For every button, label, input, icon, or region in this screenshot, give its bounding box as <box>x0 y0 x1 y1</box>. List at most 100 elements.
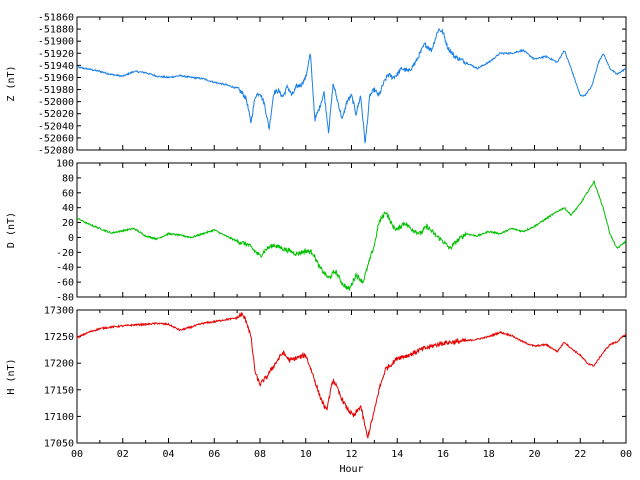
data-point <box>111 74 112 75</box>
x-tick-label: 14 <box>391 449 403 460</box>
data-point <box>408 355 409 356</box>
data-point <box>401 68 402 69</box>
data-point <box>134 324 135 325</box>
data-point <box>420 53 421 54</box>
plot-frame <box>76 162 627 298</box>
x-tick-label: 22 <box>574 449 586 460</box>
data-point <box>587 192 588 193</box>
data-point <box>250 122 251 123</box>
data-point <box>296 86 297 87</box>
y-tick-label: 40 <box>62 203 74 214</box>
data-point <box>145 324 146 325</box>
data-point <box>342 283 343 284</box>
data-point <box>367 437 368 438</box>
data-point <box>545 218 546 219</box>
x-tick-label: 04 <box>162 449 174 460</box>
data-point <box>99 328 100 329</box>
data-point <box>76 337 77 338</box>
data-series-line <box>76 180 627 291</box>
data-point <box>312 252 313 253</box>
data-point <box>360 405 361 406</box>
data-point <box>179 330 180 331</box>
data-point <box>259 384 260 385</box>
y-tick-label: 100 <box>56 159 74 170</box>
data-point <box>145 235 146 236</box>
data-point <box>191 326 192 327</box>
data-point <box>259 255 260 256</box>
data-point <box>397 74 398 75</box>
data-point <box>250 336 251 337</box>
data-point <box>625 68 626 69</box>
data-point <box>225 235 226 236</box>
data-point <box>397 229 398 230</box>
data-point <box>500 53 501 54</box>
data-point <box>465 233 466 234</box>
x-tick-label: 06 <box>208 449 220 460</box>
y-tick-label: 80 <box>62 173 74 184</box>
data-point <box>580 95 581 96</box>
y-tick-label: 17100 <box>44 412 74 423</box>
data-point <box>289 360 290 361</box>
data-point <box>134 228 135 229</box>
data-point <box>225 84 226 85</box>
data-point <box>465 340 466 341</box>
x-tick-label: 20 <box>528 449 540 460</box>
data-point <box>301 84 302 85</box>
data-point <box>319 267 320 268</box>
data-point <box>488 62 489 63</box>
data-point <box>410 228 411 229</box>
data-point <box>511 335 512 336</box>
data-point <box>269 128 270 129</box>
data-point <box>134 71 135 72</box>
data-point <box>319 107 320 108</box>
data-point <box>392 226 393 227</box>
data-point <box>591 86 592 87</box>
y-tick-label: -51980 <box>38 85 74 96</box>
data-point <box>291 95 292 96</box>
data-point <box>415 62 416 63</box>
y-tick-label: 17200 <box>44 359 74 370</box>
data-point <box>369 95 370 96</box>
data-point <box>522 50 523 51</box>
data-point <box>88 223 89 224</box>
plot-frame <box>76 16 627 151</box>
y-tick-label: 0 <box>68 233 74 244</box>
data-point <box>346 101 347 102</box>
data-point <box>374 410 375 411</box>
y-tick-label: -51900 <box>38 37 74 48</box>
data-point <box>584 95 585 96</box>
data-point <box>88 332 89 333</box>
data-point <box>282 352 283 353</box>
y-tick-label: -51960 <box>38 73 74 84</box>
data-point <box>433 233 434 234</box>
data-point <box>500 233 501 234</box>
data-point <box>323 92 324 93</box>
data-point <box>625 333 626 334</box>
data-point <box>328 278 329 279</box>
data-point <box>326 410 327 411</box>
y-axis-label: Z (nT) <box>6 65 17 101</box>
data-point <box>355 113 356 114</box>
data-point <box>266 248 267 249</box>
data-point <box>385 211 386 212</box>
y-tick-label: -80 <box>56 293 74 304</box>
y-tick-label: -60 <box>56 278 74 289</box>
data-point <box>454 341 455 342</box>
y-tick-label: -51920 <box>38 49 74 60</box>
data-point <box>287 86 288 87</box>
data-point <box>438 28 439 29</box>
data-point <box>408 71 409 72</box>
data-point <box>374 89 375 90</box>
data-point <box>278 90 279 91</box>
data-point <box>557 351 558 352</box>
y-tick-label: -52080 <box>38 146 74 157</box>
data-point <box>488 336 489 337</box>
data-point <box>397 357 398 358</box>
data-point <box>156 323 157 324</box>
data-point <box>248 244 249 245</box>
data-point <box>337 101 338 102</box>
data-point <box>168 77 169 78</box>
data-point <box>99 71 100 72</box>
data-point <box>266 376 267 377</box>
data-point <box>156 238 157 239</box>
